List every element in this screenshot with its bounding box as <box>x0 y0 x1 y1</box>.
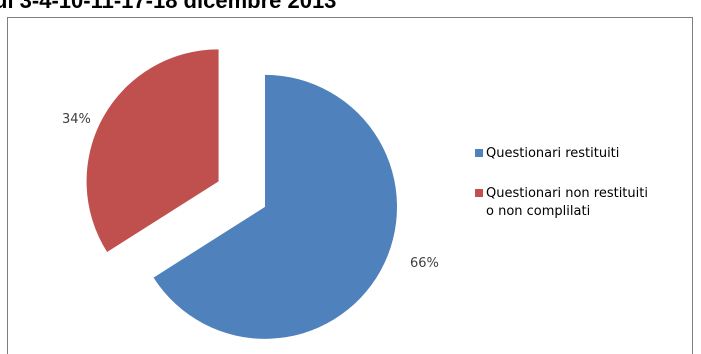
pie-slice-non-restituiti <box>86 49 219 253</box>
pie-data-labels: 66% 34% <box>62 112 439 271</box>
pie-data-label: 34% <box>62 112 91 127</box>
chart-frame: 66% 34% Questionari restituiti Questionari… <box>7 17 693 354</box>
pie-chart: 66%34% Questionari restituitiQuestionari… <box>62 49 648 339</box>
legend-label: Questionari restituiti <box>486 146 619 161</box>
chart-legend: Questionari restituiti Questionari non re… <box>475 146 648 219</box>
pie-data-label: 66% <box>410 256 439 271</box>
pie-slice-restituiti <box>153 74 398 339</box>
legend-label: o non complilati <box>486 204 590 219</box>
legend-label: Questionari non restituiti <box>486 186 648 201</box>
legend-swatch <box>475 149 483 157</box>
page-heading: ul 3-4-10-11-17-18 dicembre 2013 <box>0 0 337 13</box>
pie-slices <box>86 49 398 339</box>
legend-swatch <box>475 189 483 197</box>
